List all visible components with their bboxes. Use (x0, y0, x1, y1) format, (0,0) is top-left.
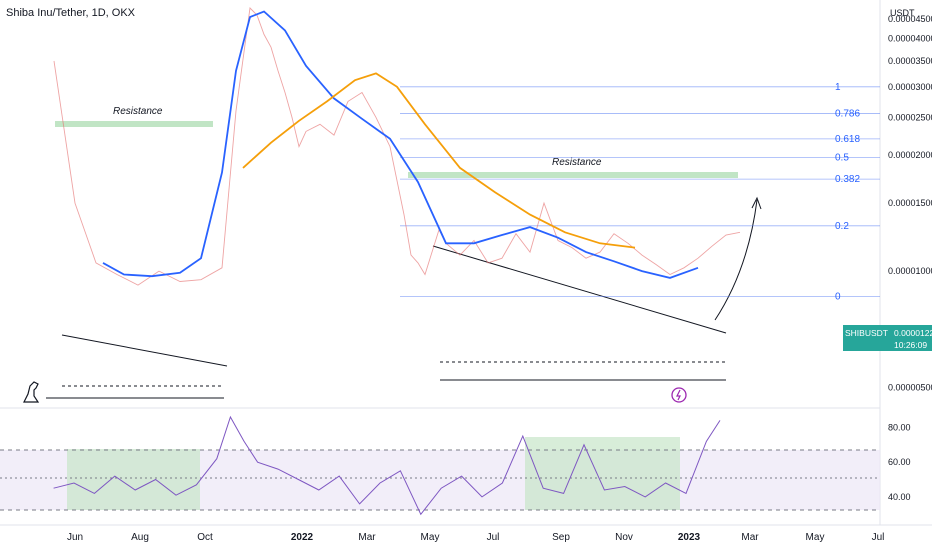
price-label-symbol: SHIBUSDT (845, 328, 888, 338)
price-countdown: 10:26:09 (894, 340, 927, 350)
x-tick-label: Jun (67, 532, 83, 543)
dino-icon (23, 381, 40, 403)
price-value-box (893, 325, 932, 351)
fib-level-label: 0.5 (835, 152, 849, 163)
x-tick-label: 2023 (678, 532, 701, 543)
y-tick-label: 0.00004000 (888, 34, 932, 44)
fib-level-label: 0.2 (835, 221, 849, 232)
chart-title: Shiba Inu/Tether, 1D, OKX (6, 7, 136, 19)
rsi-indicator: 80.00 60.00 40.00 (53, 415, 911, 516)
fib-level-label: 0.618 (835, 134, 860, 145)
x-tick-label: May (421, 532, 440, 543)
y-tick-label: 0.00003500 (888, 56, 932, 66)
price-value: 0.00001226 (894, 328, 932, 338)
price-candles-line (53, 7, 741, 286)
x-tick-label: Oct (197, 532, 213, 543)
resistance-label-right: Resistance (552, 157, 602, 168)
x-tick-label: Nov (615, 532, 633, 543)
x-tick-label: Mar (741, 532, 759, 543)
fib-level-label: 0 (835, 291, 841, 302)
moving-average-blue (102, 10, 699, 279)
x-tick-label: Jul (872, 532, 885, 543)
x-tick-label: May (806, 532, 825, 543)
y-tick-label: 0.00003000 (888, 82, 932, 92)
fibonacci-retracement: 1 0.786 0.618 0.5 0.382 0.2 0 (400, 82, 880, 302)
rsi-level-label: 80.00 (888, 422, 911, 432)
fib-level-label: 0.786 (835, 108, 860, 119)
rsi-zone-left (67, 449, 200, 510)
rsi-line (53, 415, 721, 516)
y-tick-label: 0.00004500 (888, 14, 932, 24)
fib-level-label: 1 (835, 82, 841, 93)
trendline-right-upper (432, 245, 727, 334)
trendline-left-upper (61, 334, 228, 367)
y-tick-label: 0.00001000 (888, 266, 932, 276)
resistance-zone-right (408, 172, 738, 178)
y-tick-label: 0.00002500 (888, 112, 932, 122)
moving-average-orange (242, 72, 636, 249)
lightning-icon (671, 387, 687, 403)
x-tick-label: Sep (552, 532, 570, 543)
resistance-label-left: Resistance (113, 106, 163, 117)
rsi-level-label: 60.00 (888, 457, 911, 467)
y-tick-label: 0.00002000 (888, 150, 932, 160)
fib-level-label: 0.382 (835, 174, 860, 185)
x-tick-label: 2022 (291, 532, 314, 543)
price-series-group (53, 7, 741, 286)
currency-label: USDT (890, 8, 915, 18)
resistance-zone-left (55, 121, 213, 127)
x-tick-label: Aug (131, 532, 149, 543)
y-tick-label: 0.00000500 (888, 382, 932, 392)
rsi-zone-right (525, 437, 680, 510)
rsi-level-label: 40.00 (888, 492, 911, 502)
x-tick-label: Jul (487, 532, 500, 543)
projection-arrowhead (751, 196, 762, 210)
price-axis: 0.00004500 0.00004000 0.00003500 0.00003000… (888, 14, 932, 393)
time-axis: Jun Aug Oct 2022 Mar May Jul Sep Nov 2023 Mar May Ju… (67, 532, 884, 543)
price-label-box (843, 325, 893, 351)
y-tick-label: 0.00001500 (888, 198, 932, 208)
projection-arrow (714, 199, 758, 321)
x-tick-label: Mar (358, 532, 376, 543)
